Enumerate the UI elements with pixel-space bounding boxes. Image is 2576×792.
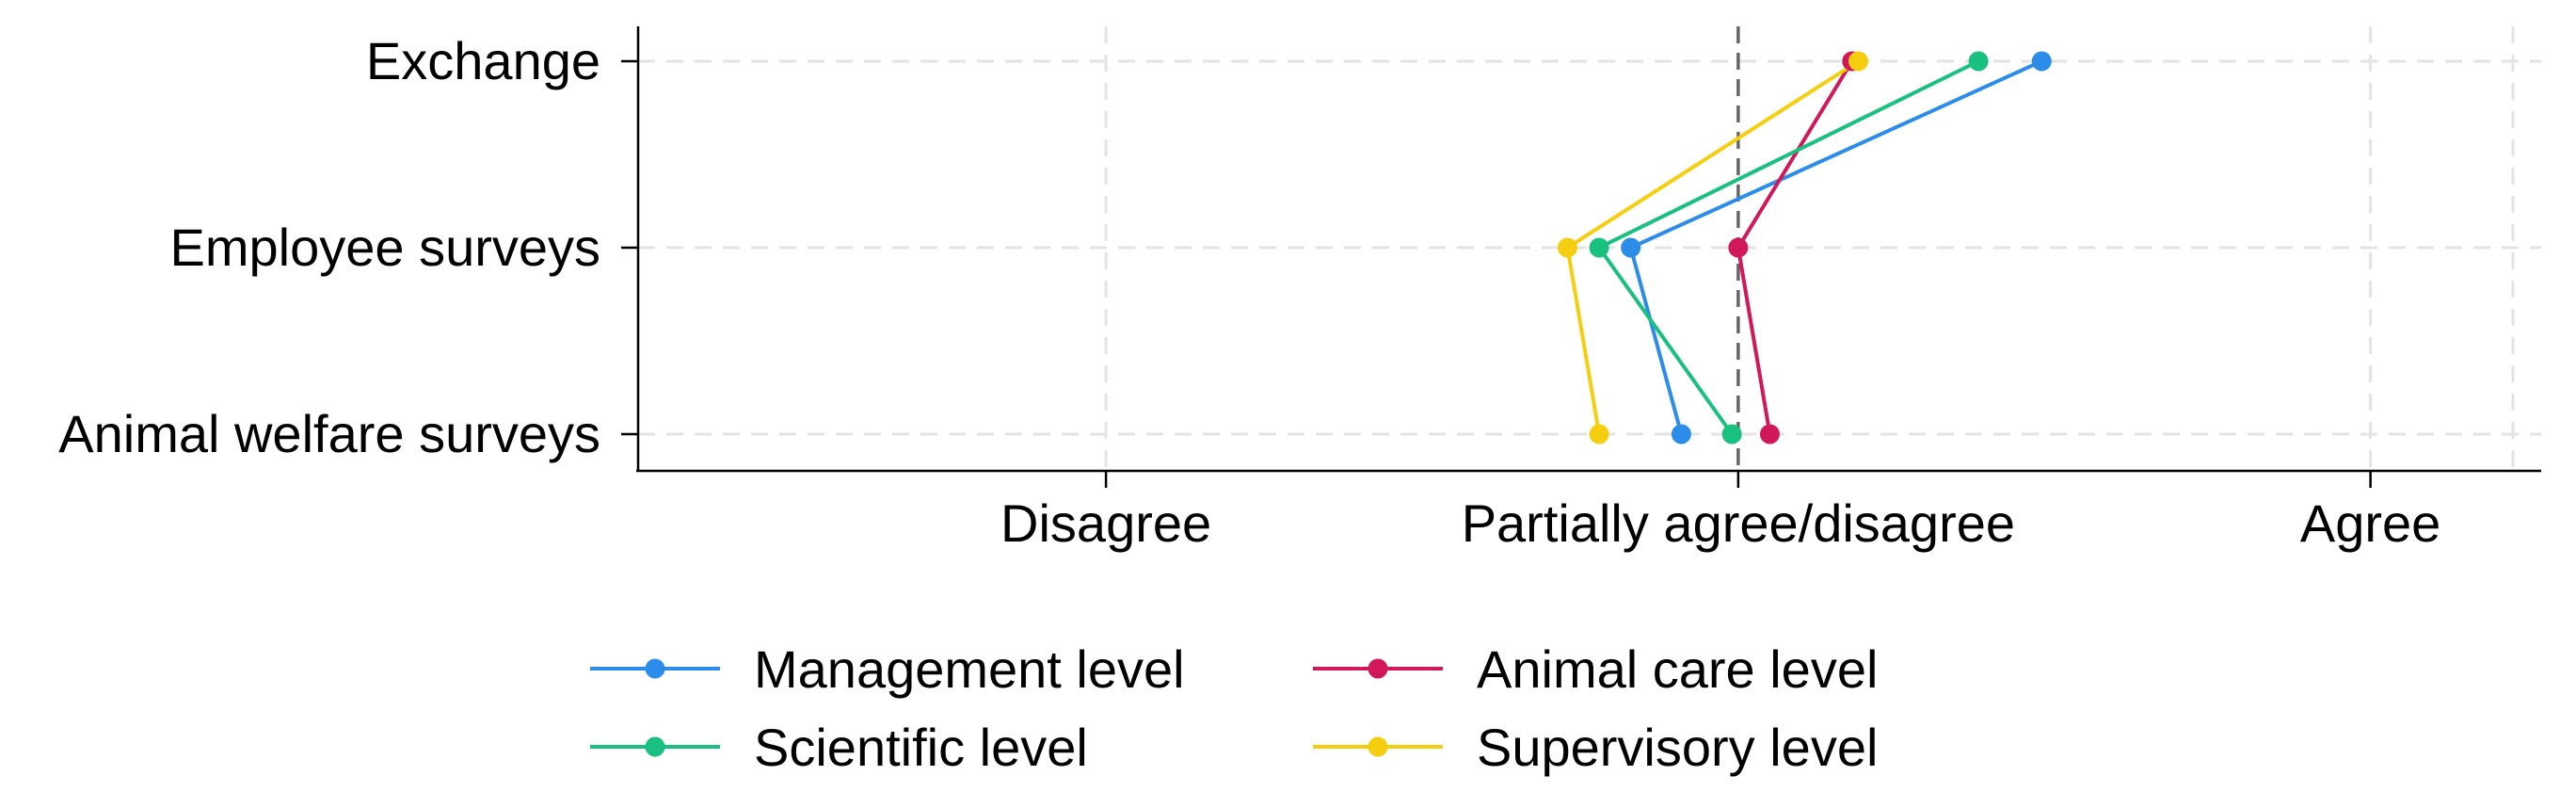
data-point-scientific-level [1722, 425, 1742, 444]
y-tick-label-exchange: Exchange [366, 31, 600, 90]
y-tick-label-employee-surveys: Employee surveys [169, 218, 600, 277]
legend-label: Management level [754, 639, 1185, 699]
legend-item-management-level: Management level [590, 639, 1185, 699]
data-point-management-level [1621, 238, 1640, 258]
x-tick-label-partially-agree-disagree: Partially agree/disagree [1462, 493, 2015, 553]
legend-marker [646, 659, 665, 679]
legend-item-supervisory-level: Supervisory level [1313, 718, 1878, 777]
legend-label: Animal care level [1477, 639, 1878, 699]
legend-label: Scientific level [754, 718, 1088, 777]
legend-marker [1368, 659, 1388, 679]
data-point-scientific-level [1969, 52, 1989, 72]
legend-label: Supervisory level [1477, 718, 1878, 777]
x-ticks: Disagree Partially agree/disagree Agree [1000, 471, 2440, 553]
y-tick-label-animal-welfare-surveys: Animal welfare surveys [58, 404, 600, 463]
legend-item-scientific-level: Scientific level [590, 718, 1088, 777]
legend-marker [1368, 737, 1388, 757]
data-point-supervisory-level [1848, 52, 1868, 72]
x-tick-label-agree: Agree [2300, 493, 2440, 553]
data-point-scientific-level [1590, 238, 1609, 258]
data-point-animal-care-level [1760, 425, 1780, 444]
data-point-animal-care-level [1728, 238, 1748, 258]
legend: Management level Animal care level Scienti… [590, 639, 1878, 777]
legend-marker [646, 737, 665, 757]
y-ticks: Exchange Employee surveys Animal welfare s… [58, 31, 638, 463]
data-point-management-level [2032, 52, 2052, 72]
data-point-supervisory-level [1558, 238, 1577, 258]
legend-item-animal-care-level: Animal care level [1313, 639, 1878, 699]
data-point-management-level [1672, 425, 1691, 444]
data-point-supervisory-level [1590, 425, 1609, 444]
x-tick-label-disagree: Disagree [1000, 493, 1211, 553]
